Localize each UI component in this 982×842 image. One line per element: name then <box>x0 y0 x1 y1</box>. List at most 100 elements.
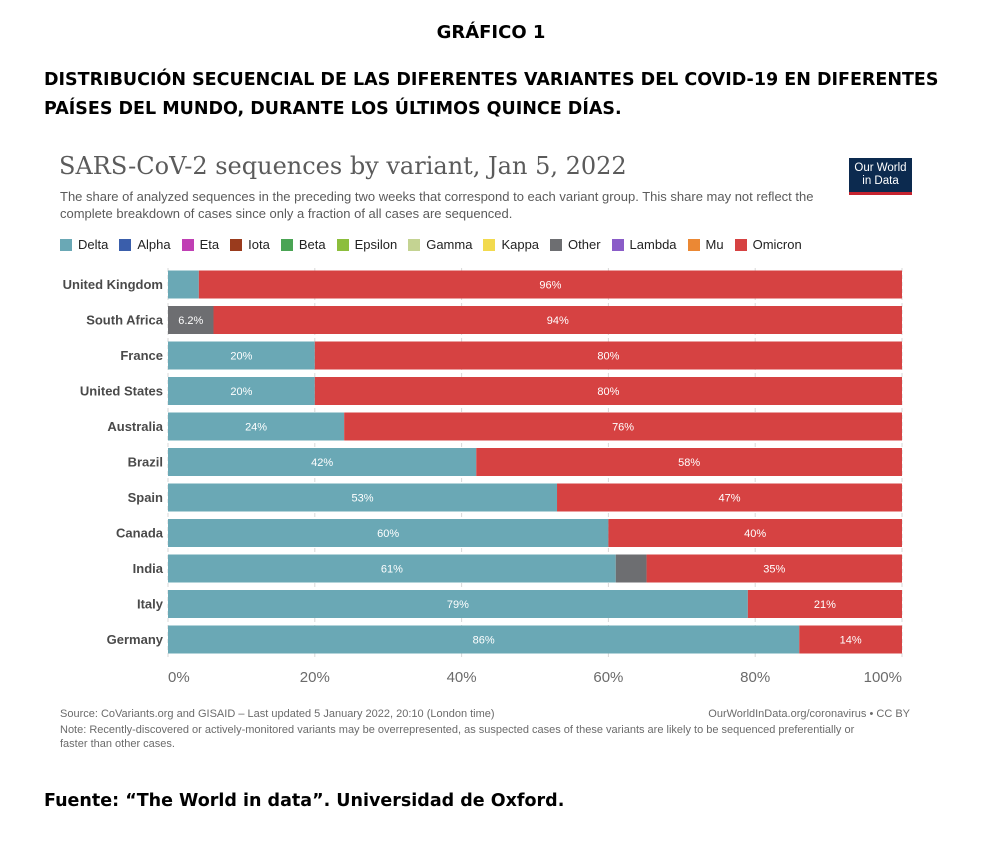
chart-title: SARS-CoV-2 sequences by variant, Jan 5, … <box>59 152 627 180</box>
category-label: United States <box>80 384 163 399</box>
bar-data-label: 53% <box>351 493 373 505</box>
bar-data-label: 20% <box>230 386 252 398</box>
legend-swatch <box>734 238 747 251</box>
category-label: Canada <box>116 526 164 541</box>
bar-segment-delta[interactable] <box>168 554 616 583</box>
bar-data-label: 86% <box>473 635 495 647</box>
legend-item-lambda[interactable]: Lambda <box>611 237 677 252</box>
bar-segment-delta[interactable] <box>168 483 558 512</box>
logo-line-2: in Data <box>862 175 899 187</box>
bar-data-label: 21% <box>814 599 836 611</box>
category-label: Spain <box>128 490 163 505</box>
our-world-in-data-logo[interactable]: Our World in Data <box>849 158 912 195</box>
legend-label: Lambda <box>629 237 677 252</box>
legend-item-delta[interactable]: Delta <box>60 237 108 252</box>
bar-segment-delta[interactable] <box>168 448 477 476</box>
x-tick-label: 80% <box>740 669 770 686</box>
footer-note: Note: Recently-discovered or actively-mo… <box>60 724 855 750</box>
bar-data-label: 6.2% <box>178 315 203 327</box>
bar-segment-other[interactable] <box>615 554 647 583</box>
bar-data-label: 61% <box>381 564 403 576</box>
legend-item-kappa[interactable]: Kappa <box>483 237 539 252</box>
bar-segment-omicron[interactable] <box>213 306 902 334</box>
x-tick-label: 0% <box>168 669 190 686</box>
bar-segment-delta[interactable] <box>168 270 199 299</box>
legend-swatch <box>408 238 421 251</box>
category-label: United Kingdom <box>63 277 163 292</box>
category-label: India <box>133 561 164 576</box>
bar-segment-omicron[interactable] <box>198 270 902 299</box>
legend-label: Mu <box>705 237 724 252</box>
chart-legend: Delta Alpha Eta Iota Beta Epsilon Gamma Kappa Ot… <box>60 237 813 252</box>
bar-data-label: 76% <box>612 422 634 434</box>
x-tick-label: 100% <box>864 669 902 686</box>
bar-segment-omicron[interactable] <box>314 341 902 370</box>
legend-item-other[interactable]: Other <box>550 237 601 252</box>
legend-item-alpha[interactable]: Alpha <box>119 237 171 252</box>
footer-source: Source: CoVariants.org and GISAID – Last… <box>60 708 495 720</box>
legend-label: Kappa <box>501 237 540 252</box>
legend-item-mu[interactable]: Mu <box>687 237 724 252</box>
legend-swatch <box>119 238 132 251</box>
bar-data-label: 47% <box>718 493 740 505</box>
footer-site: OurWorldInData.org/coronavirus • CC BY <box>708 708 910 720</box>
legend-item-beta[interactable]: Beta <box>280 237 326 252</box>
bar-segment-delta[interactable] <box>168 341 315 370</box>
legend-swatch <box>280 238 293 251</box>
legend-item-gamma[interactable]: Gamma <box>408 237 472 252</box>
logo-line-1: Our World <box>854 162 907 174</box>
legend-item-iota[interactable]: Iota <box>230 237 270 252</box>
bar-segment-omicron[interactable] <box>799 625 902 654</box>
legend-label: Beta <box>298 237 326 252</box>
bar-data-label: 20% <box>230 351 252 363</box>
document-title-line-2: PAÍSES DEL MUNDO, DURANTE LOS ÚLTIMOS QU… <box>44 99 622 119</box>
legend-label: Epsilon <box>354 237 398 252</box>
bar-segment-delta[interactable] <box>168 519 609 547</box>
category-label: Italy <box>137 597 164 612</box>
x-tick-label: 20% <box>300 669 330 686</box>
bar-data-label: 60% <box>377 528 399 540</box>
legend-label: Omicron <box>752 237 802 252</box>
bar-data-label: 58% <box>678 457 700 469</box>
bar-segment-omicron[interactable] <box>344 412 902 441</box>
bar-data-label: 24% <box>245 422 267 434</box>
legend-swatch <box>687 238 700 251</box>
legend-label: Other <box>568 237 601 252</box>
bar-data-label: 35% <box>763 564 785 576</box>
bar-segment-delta[interactable] <box>168 377 315 405</box>
legend-item-epsilon[interactable]: Epsilon <box>336 237 398 252</box>
bar-segment-omicron[interactable] <box>314 377 902 405</box>
legend-label: Alpha <box>137 237 171 252</box>
legend-item-omicron[interactable]: Omicron <box>734 237 802 252</box>
category-label: France <box>120 348 163 363</box>
bar-data-label: 94% <box>547 315 569 327</box>
category-label: South Africa <box>86 313 164 328</box>
legend-swatch <box>611 238 624 251</box>
legend-label: Eta <box>199 237 220 252</box>
bar-segment-other[interactable] <box>168 306 214 334</box>
stacked-bar-chart: 0% 20% 40% 60% 80% 100% United Kingdom 96% South… <box>63 268 903 686</box>
legend-swatch <box>60 238 72 251</box>
bar-data-label: 80% <box>597 351 619 363</box>
bar-data-label: 80% <box>597 386 619 398</box>
bar-data-label: 42% <box>311 457 333 469</box>
bar-segment-omicron[interactable] <box>608 519 902 547</box>
bar-segment-delta[interactable] <box>168 590 748 618</box>
legend-item-eta[interactable]: Eta <box>181 237 220 252</box>
bar-segment-delta[interactable] <box>168 625 800 654</box>
legend-swatch <box>550 238 563 251</box>
document-source: Fuente: “The World in data”. Universidad… <box>44 791 565 811</box>
x-tick-label: 40% <box>447 669 477 686</box>
bar-data-label: 40% <box>744 528 766 540</box>
bar-segment-omicron[interactable] <box>646 554 902 583</box>
bar-data-label: 79% <box>447 599 469 611</box>
document-title-line-1: DISTRIBUCIÓN SECUENCIAL DE LAS DIFERENTE… <box>44 70 939 90</box>
bar-segment-omicron[interactable] <box>747 590 902 618</box>
legend-swatch <box>336 238 349 251</box>
legend-label: Gamma <box>426 237 473 252</box>
bar-segment-omicron[interactable] <box>476 448 902 476</box>
bar-segment-delta[interactable] <box>168 412 345 441</box>
document-title: DISTRIBUCIÓN SECUENCIAL DE LAS DIFERENTE… <box>44 66 944 124</box>
legend-swatch <box>483 238 496 251</box>
bar-segment-omicron[interactable] <box>557 483 902 512</box>
